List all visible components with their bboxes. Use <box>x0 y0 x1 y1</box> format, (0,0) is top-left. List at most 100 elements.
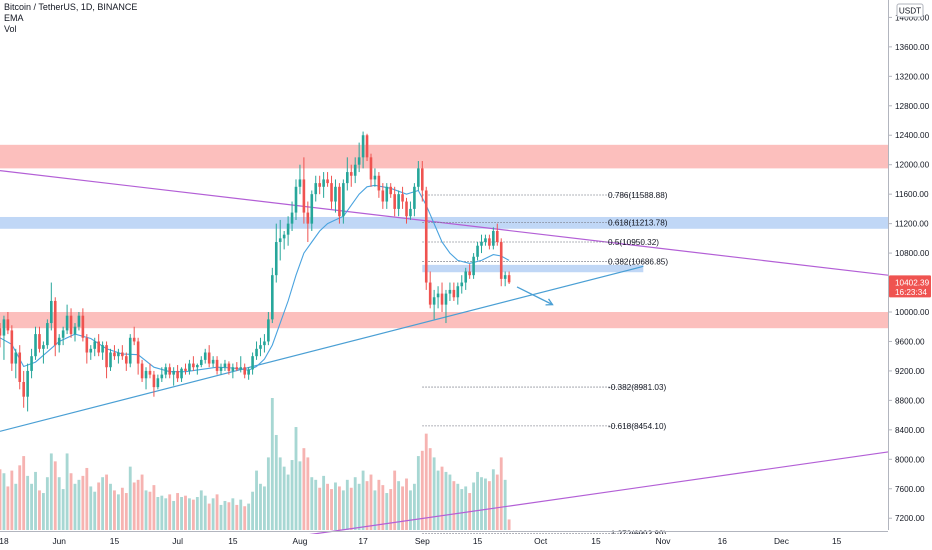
candle-body <box>156 378 160 388</box>
volume-bar <box>484 478 487 530</box>
candle-body <box>286 223 290 235</box>
candle-body <box>136 341 140 364</box>
candle-body <box>278 238 282 243</box>
price-tick-label: 8800.00 <box>895 396 925 405</box>
candle-body <box>369 157 373 180</box>
volume-bar <box>377 479 381 530</box>
candle-body <box>30 356 33 371</box>
volume-bar <box>69 473 73 530</box>
candle-body <box>282 234 286 239</box>
volume-bar <box>393 470 397 530</box>
candle-body <box>322 179 325 187</box>
arrow-head <box>545 298 554 306</box>
volume-bar <box>0 469 2 530</box>
candle-body <box>306 212 310 224</box>
candle-body <box>385 186 389 202</box>
symbol-title[interactable]: Bitcoin / TetherUS, 1D, BINANCE <box>4 2 138 12</box>
candle-body <box>413 186 416 209</box>
time-tick-label: 15 <box>832 536 842 546</box>
currency-label[interactable]: USDT <box>896 3 924 18</box>
fibonacci-levels[interactable]: 0.786(11588.88) 0.618(11213.78) 0.5(10950.… <box>422 191 668 538</box>
candle-body <box>365 135 369 158</box>
candle-body <box>6 319 10 331</box>
candle-body <box>448 289 452 294</box>
volume-bar <box>259 483 262 530</box>
candle-body <box>42 345 45 349</box>
volume-bar <box>444 471 448 530</box>
volume-bar <box>26 475 30 530</box>
volume-bar <box>215 494 219 530</box>
volume-bar <box>306 457 310 530</box>
candle-body <box>405 201 408 217</box>
candle-body <box>215 359 219 371</box>
volume-bar <box>448 474 452 530</box>
volume-bar <box>22 456 26 530</box>
ema-path <box>0 184 510 373</box>
volume-bar <box>101 477 105 530</box>
volume-bar <box>180 497 183 530</box>
price-tick-label: 8400.00 <box>895 426 925 435</box>
volume-bar <box>452 481 456 530</box>
candle-body <box>488 238 491 246</box>
volume-bar <box>93 491 97 530</box>
volume-bars <box>0 398 511 530</box>
volume-bar <box>247 503 251 530</box>
candle-body <box>132 337 136 342</box>
volume-bar <box>57 477 61 530</box>
time-axis[interactable]: 18 Jun 15 Jul 15 Aug 17 Sep 15 Oct 15 Nov 16 Dec 15 <box>0 531 888 550</box>
volume-bar <box>223 500 227 530</box>
volume-bar <box>239 499 243 530</box>
time-tick-label: 16 <box>718 536 728 546</box>
price-tick-label: 14000.00 <box>895 13 930 22</box>
volume-bar <box>211 498 215 530</box>
candle-body <box>464 271 468 283</box>
candle-body <box>188 363 191 371</box>
candle-body <box>34 334 37 357</box>
volume-bar <box>199 490 203 530</box>
volume-bar <box>73 483 77 530</box>
volume-bar <box>294 427 298 530</box>
volume-bar <box>38 490 41 530</box>
volume-bar <box>184 495 187 530</box>
candle-body <box>97 341 100 353</box>
ema-indicator-label[interactable]: EMA <box>4 13 24 23</box>
volume-bar <box>89 486 93 530</box>
volume-bar <box>278 457 282 530</box>
candle-body <box>314 183 318 195</box>
time-tick-label: 15 <box>473 536 483 546</box>
candle-body <box>274 242 278 276</box>
volume-bar <box>412 483 416 530</box>
volume-bar <box>14 483 18 530</box>
currency-box <box>896 3 924 18</box>
volume-bar <box>136 479 140 530</box>
volume-bar <box>381 485 385 530</box>
candle-body <box>298 179 302 187</box>
time-tick-label: 18 <box>0 536 9 546</box>
price-tick-label: 10800.00 <box>895 249 930 258</box>
candle-body <box>53 300 57 346</box>
candle-body <box>196 365 199 368</box>
candle-body <box>381 190 385 202</box>
time-tick-label: 15 <box>228 536 238 546</box>
volume-bar <box>365 481 369 530</box>
volume-bar <box>274 434 278 530</box>
volume-bar <box>255 470 258 530</box>
volume-bar <box>456 483 460 530</box>
projection-arrow[interactable] <box>516 286 554 306</box>
volume-bar <box>389 489 393 530</box>
volume-bar <box>263 486 266 530</box>
candle-body <box>152 374 156 388</box>
volume-bar <box>290 460 294 530</box>
candle-body <box>401 194 404 202</box>
price-axis[interactable]: 7200.00 7600.00 8000.00 8400.00 8800.00 9200.… <box>888 0 932 550</box>
candle-body <box>199 359 203 366</box>
volume-bar <box>235 504 239 530</box>
candle-body <box>255 348 258 357</box>
volume-indicator-label[interactable]: Vol <box>4 24 17 34</box>
ema-line <box>0 184 510 373</box>
candle-body <box>452 289 456 298</box>
volume-bar <box>373 490 377 530</box>
candle-body <box>38 334 41 349</box>
last-price-label: 10402.39 <box>895 278 930 287</box>
